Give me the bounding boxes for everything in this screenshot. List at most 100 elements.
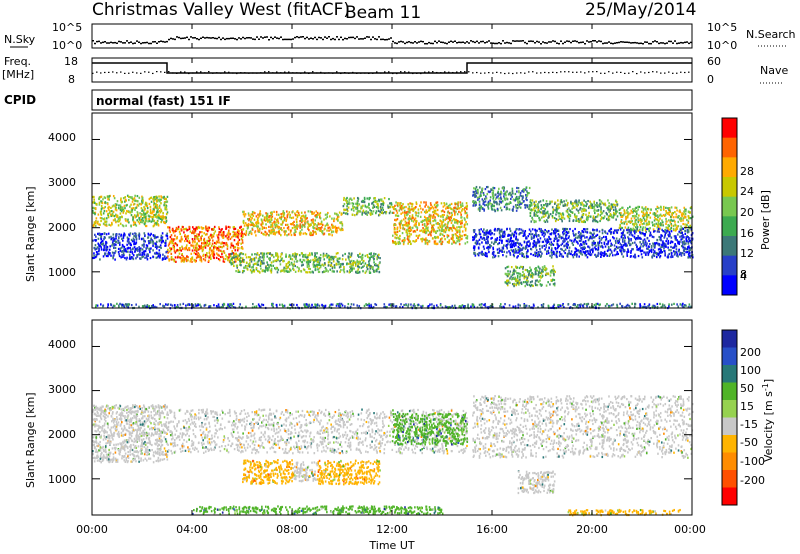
power-panel: Slant Range [km] 4000 3000 2000 1000 — [24, 112, 694, 310]
power-cell — [449, 206, 451, 209]
power-cell — [206, 255, 209, 258]
power-cell — [659, 217, 661, 220]
power-cell — [136, 194, 139, 198]
power-cell — [105, 223, 108, 226]
power-cell — [600, 217, 602, 221]
power-cell — [239, 256, 242, 260]
noise-sample — [678, 42, 680, 44]
power-cell — [342, 263, 344, 266]
power-cell — [232, 230, 235, 234]
power-cell — [235, 243, 238, 246]
power-cell — [392, 234, 394, 237]
power-cell — [304, 211, 306, 214]
nave-sample — [380, 72, 382, 74]
power-cell — [207, 236, 210, 239]
power-cell — [156, 216, 158, 219]
power-cell — [415, 211, 418, 214]
power-cell — [465, 202, 468, 205]
power-cell — [675, 213, 678, 216]
power-cell — [455, 229, 457, 232]
power-cell — [151, 212, 153, 215]
power-cell — [498, 238, 501, 242]
power-cell — [136, 203, 139, 206]
nave-sample — [368, 72, 370, 75]
power-cell — [371, 212, 374, 216]
power-cell — [322, 264, 325, 267]
power-cell — [335, 262, 338, 265]
power-cell — [542, 212, 544, 215]
power-cell — [253, 269, 256, 272]
power-cell — [94, 255, 97, 259]
power-cell — [598, 205, 601, 208]
power-cell — [435, 231, 437, 234]
power-cell — [433, 240, 436, 243]
power-cell — [523, 188, 526, 191]
power-cell — [164, 257, 167, 260]
noise-sample — [684, 41, 686, 44]
power-cell — [533, 201, 536, 204]
power-cell — [198, 234, 200, 237]
power-cell — [524, 203, 526, 207]
power-cell — [218, 241, 221, 244]
power-cell — [596, 215, 599, 218]
power-cell — [525, 193, 527, 197]
power-cell — [461, 209, 463, 212]
power-cell — [222, 236, 224, 240]
noise-sample — [564, 41, 566, 44]
noise-sample — [302, 36, 304, 38]
power-cell — [249, 269, 252, 272]
power-cell — [329, 268, 332, 271]
power-cell — [162, 212, 164, 215]
power-cell — [545, 211, 547, 214]
power-cell — [104, 201, 107, 204]
power-cell — [370, 255, 373, 259]
power-cell — [630, 228, 633, 231]
noise-sample — [554, 40, 556, 43]
noise-sample — [328, 36, 330, 38]
noise-sample — [284, 38, 286, 41]
power-cell — [252, 214, 255, 217]
power-cell — [463, 225, 466, 229]
power-cell — [108, 211, 111, 214]
power-cell — [241, 247, 244, 250]
nave-sample — [268, 71, 270, 73]
power-cell — [327, 270, 329, 273]
power-cell — [443, 213, 445, 217]
noise-sample — [182, 37, 184, 40]
power-cell — [153, 252, 156, 255]
power-cell — [516, 207, 519, 210]
power-cell — [633, 224, 635, 227]
power-cell — [373, 257, 375, 261]
power-cell — [448, 216, 450, 219]
power-cell — [325, 217, 327, 220]
power-cell — [232, 246, 235, 250]
power-cell — [456, 240, 458, 243]
power-cell — [411, 208, 413, 211]
power-cell — [367, 255, 369, 259]
power-cell — [167, 255, 169, 258]
power-cell — [355, 271, 357, 274]
power-cell — [146, 246, 149, 249]
noise-sample — [426, 42, 428, 45]
power-cell — [155, 215, 157, 218]
power-cell — [352, 262, 354, 265]
power-cell — [95, 202, 98, 206]
power-cell — [272, 232, 275, 236]
power-cell — [313, 223, 315, 226]
power-cell — [250, 223, 252, 226]
power-cell — [242, 259, 245, 262]
power-cell — [409, 225, 411, 229]
power-cell — [397, 241, 400, 244]
power-cell — [100, 241, 102, 245]
power-cell — [324, 254, 327, 257]
nave-sample — [196, 71, 198, 73]
power-cell — [618, 212, 621, 215]
power-cell — [125, 212, 127, 215]
power-cell — [296, 227, 298, 230]
power-cell — [423, 222, 426, 226]
power-cell — [642, 209, 645, 212]
power-cell — [447, 204, 450, 208]
noise-sample — [578, 41, 580, 44]
power-cell — [117, 207, 120, 210]
power-cell — [303, 216, 306, 219]
